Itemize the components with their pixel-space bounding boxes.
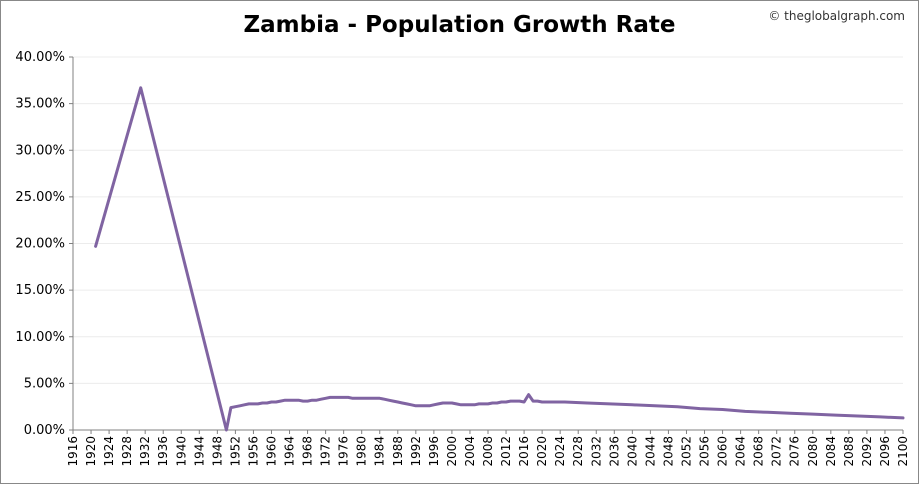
x-tick-label: 2088 xyxy=(842,436,856,467)
x-tick-label: 2060 xyxy=(716,436,730,467)
x-tick-label: 1932 xyxy=(138,436,152,467)
y-tick-label: 40.00% xyxy=(15,50,65,65)
x-tick-label: 2024 xyxy=(553,436,567,467)
y-tick-label: 20.00% xyxy=(15,237,65,252)
x-tick-label: 2080 xyxy=(806,436,820,467)
x-tick-label: 1988 xyxy=(391,436,405,467)
x-tick-label: 2064 xyxy=(734,436,748,467)
credit-text: © theglobalgraph.com xyxy=(768,9,905,23)
x-tick-label: 1928 xyxy=(120,436,134,467)
x-tick-label: 1924 xyxy=(102,436,116,467)
x-tick-label: 2068 xyxy=(752,436,766,467)
x-tick-label: 1972 xyxy=(319,436,333,467)
x-tick-label: 1976 xyxy=(337,436,351,467)
x-tick-label: 1956 xyxy=(246,436,260,467)
series-line xyxy=(94,86,905,432)
x-tick-label: 2008 xyxy=(481,436,495,467)
x-tick-label: 2096 xyxy=(878,436,892,467)
y-tick-label: 35.00% xyxy=(15,97,65,112)
x-tick-labels: 1916 1920 1924 1928 1932 1936 1940 1944 1948 1952… xyxy=(66,430,910,467)
x-tick-label: 2000 xyxy=(445,436,459,467)
x-tick-label: 1916 xyxy=(66,436,80,467)
x-tick-label: 2084 xyxy=(824,436,838,467)
x-tick-label: 2028 xyxy=(571,436,585,467)
x-tick-label: 1944 xyxy=(192,436,206,467)
x-tick-label: 2004 xyxy=(463,436,477,467)
y-tick-label: 10.00% xyxy=(15,330,65,345)
x-tick-label: 1948 xyxy=(210,436,224,467)
x-tick-label: 1952 xyxy=(228,436,242,467)
x-tick-label: 1960 xyxy=(264,436,278,467)
y-tick-label: 30.00% xyxy=(15,143,65,158)
gridlines xyxy=(73,56,903,384)
x-tick-label: 2016 xyxy=(517,436,531,467)
x-tick-label: 1920 xyxy=(84,436,98,467)
x-tick-label: 2040 xyxy=(625,436,639,467)
x-tick-label: 2036 xyxy=(607,436,621,467)
x-tick-label: 2044 xyxy=(643,436,657,467)
x-tick-label: 2072 xyxy=(770,436,784,467)
x-tick-label: 1984 xyxy=(373,436,387,467)
chart-title: Zambia - Population Growth Rate xyxy=(243,12,676,38)
x-tick-label: 1964 xyxy=(283,436,297,467)
x-tick-label: 2020 xyxy=(535,436,549,467)
x-tick-label: 2048 xyxy=(661,436,675,467)
y-tick-label: 15.00% xyxy=(15,283,65,298)
x-tick-label: 2012 xyxy=(499,436,513,467)
x-tick-label: 2100 xyxy=(896,436,910,467)
x-tick-label: 2056 xyxy=(698,436,712,467)
y-tick-label: 0.00% xyxy=(24,423,65,438)
y-tick-label: 25.00% xyxy=(15,190,65,205)
x-tick-label: 1940 xyxy=(174,436,188,467)
x-tick-label: 1980 xyxy=(355,436,369,467)
y-tick-labels: 0.00% 5.00% 10.00% 15.00% 20.00% 25.00% 30.00%… xyxy=(15,50,73,438)
x-tick-label: 1968 xyxy=(301,436,315,467)
y-tick-label: 5.00% xyxy=(24,376,65,391)
x-tick-label: 2076 xyxy=(788,436,802,467)
x-tick-label: 1992 xyxy=(409,436,423,467)
x-tick-label: 1936 xyxy=(156,436,170,467)
x-tick-label: 1996 xyxy=(427,436,441,467)
x-tick-label: 2092 xyxy=(860,436,874,467)
x-tick-label: 2032 xyxy=(589,436,603,467)
x-tick-label: 2052 xyxy=(679,436,693,467)
